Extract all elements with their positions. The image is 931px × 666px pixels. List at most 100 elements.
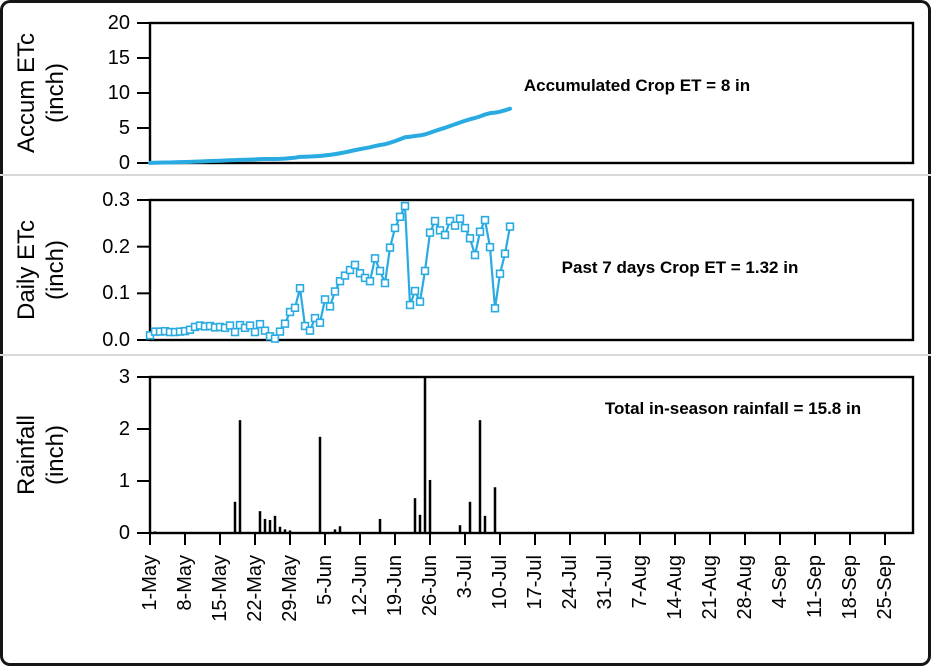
x-tick-label: 28-Aug xyxy=(734,555,756,620)
panel1-y-tick-label: 20 xyxy=(107,12,130,34)
daily-et-marker xyxy=(460,223,470,233)
x-tick-label: 10-Jul xyxy=(489,555,511,610)
daily-et-marker xyxy=(385,243,395,252)
x-tick-label: 18-Sep xyxy=(839,555,861,620)
daily-et-marker xyxy=(350,260,360,270)
rainfall-bar xyxy=(318,436,322,533)
rainfall-bar xyxy=(288,530,292,533)
daily-et-marker xyxy=(290,303,300,312)
daily-et-marker xyxy=(415,297,425,306)
rainfall-bar xyxy=(238,420,242,533)
daily-et-marker xyxy=(435,226,445,235)
panel2-y-tick-label: 0.1 xyxy=(102,282,130,305)
rainfall-bar xyxy=(278,526,282,533)
rainfall-bar xyxy=(483,515,487,533)
x-tick-label: 12-Jun xyxy=(349,555,371,617)
daily-et-marker xyxy=(405,300,415,310)
daily-et-marker xyxy=(445,216,455,226)
daily-et-marker xyxy=(410,286,420,296)
daily-et-marker xyxy=(505,222,515,231)
x-tick-label: 24-Jul xyxy=(559,555,581,610)
x-tick-label: 26-Jun xyxy=(419,555,441,617)
daily-et-marker xyxy=(285,307,295,317)
daily-et-marker xyxy=(225,321,235,330)
daily-et-marker xyxy=(270,334,280,343)
rainfall-bar xyxy=(413,498,417,533)
daily-et-marker xyxy=(275,327,285,336)
daily-et-marker xyxy=(260,326,270,335)
x-tick-label: 15-May xyxy=(209,555,231,622)
rainfall-bar xyxy=(478,420,482,533)
daily-et-marker xyxy=(400,201,410,211)
daily-et-marker xyxy=(485,242,495,252)
daily-et-marker xyxy=(475,227,485,236)
panel3-y-tick-label: 3 xyxy=(118,366,130,388)
panel2-y-tick-label: 0.3 xyxy=(102,189,130,211)
daily-et-marker xyxy=(300,321,310,331)
panel1-y-tick-label: 15 xyxy=(107,47,130,69)
panel3-y-tick-label: 1 xyxy=(118,470,130,492)
daily-et-marker xyxy=(340,271,350,280)
daily-et-marker xyxy=(355,269,365,278)
panel2-y-tick-label: 0.2 xyxy=(102,235,130,258)
daily-et-marker xyxy=(320,295,330,304)
daily-et-marker xyxy=(465,234,475,243)
rainfall-bar xyxy=(468,501,472,533)
x-tick-label: 4-Sep xyxy=(769,555,791,609)
daily-et-marker xyxy=(425,228,435,237)
panel3-plot-frame xyxy=(148,375,915,535)
panel1-y-tick-label: 0 xyxy=(118,152,130,174)
daily-et-marker xyxy=(245,321,255,330)
rainfall-bar xyxy=(423,377,427,533)
daily-et-marker xyxy=(295,283,305,293)
rainfall-bar xyxy=(493,487,497,533)
rainfall-bar xyxy=(338,526,342,533)
rainfall-bar xyxy=(418,514,422,533)
daily-et-marker xyxy=(450,221,460,230)
x-tick-label: 11-Sep xyxy=(804,555,826,619)
rainfall-bar xyxy=(458,525,462,533)
daily-et-marker xyxy=(470,250,480,260)
past7days-annotation: Past 7 days Crop ET = 1.32 in xyxy=(561,258,799,277)
x-tick-label: 17-Jul xyxy=(524,555,546,610)
x-tick-label: 19-Jun xyxy=(384,555,406,617)
daily-et-marker xyxy=(310,313,320,323)
daily-et-marker xyxy=(280,319,290,328)
daily-et-marker xyxy=(345,265,355,275)
daily-et-marker xyxy=(480,215,490,225)
x-tick-label: 21-Aug xyxy=(699,555,721,620)
daily-et-marker xyxy=(250,327,260,337)
panel1-y-tick-label: 5 xyxy=(118,117,130,139)
rainfall-bar xyxy=(378,518,382,533)
x-tick-label: 14-Aug xyxy=(664,555,686,620)
x-tick-label: 22-May xyxy=(244,555,266,622)
daily-et-marker xyxy=(305,326,315,335)
daily-et-marker xyxy=(380,278,390,288)
daily-et-marker xyxy=(365,276,375,286)
x-tick-label: 7-Aug xyxy=(629,555,651,609)
daily-et-marker xyxy=(230,327,240,337)
x-tick-label: 29-May xyxy=(279,555,301,622)
panel-divider-1 xyxy=(0,174,931,176)
x-tick-label: 5-Jun xyxy=(314,555,336,606)
rainfall-bar xyxy=(428,479,432,533)
panel1-y-tick-label: 10 xyxy=(107,82,130,104)
daily-et-marker xyxy=(255,319,265,329)
panel3-y-tick-label: 2 xyxy=(118,418,130,440)
x-tick-label: 1-May xyxy=(139,555,161,611)
x-tick-label: 3-Jul xyxy=(454,555,476,599)
panel3-y-tick-label: 0 xyxy=(118,522,130,544)
daily-et-marker xyxy=(330,287,340,296)
daily-et-marker xyxy=(490,304,500,313)
x-tick-label: 25-Sep xyxy=(874,555,896,620)
daily-et-marker xyxy=(370,254,380,263)
rainfall-bar xyxy=(273,515,277,533)
daily-et-marker xyxy=(455,214,465,223)
daily-et-marker xyxy=(315,318,325,327)
rainfall-bar xyxy=(233,501,237,533)
rainfall-bar xyxy=(263,518,267,533)
daily-et-marker xyxy=(375,266,385,276)
accum-et-line xyxy=(148,106,512,165)
